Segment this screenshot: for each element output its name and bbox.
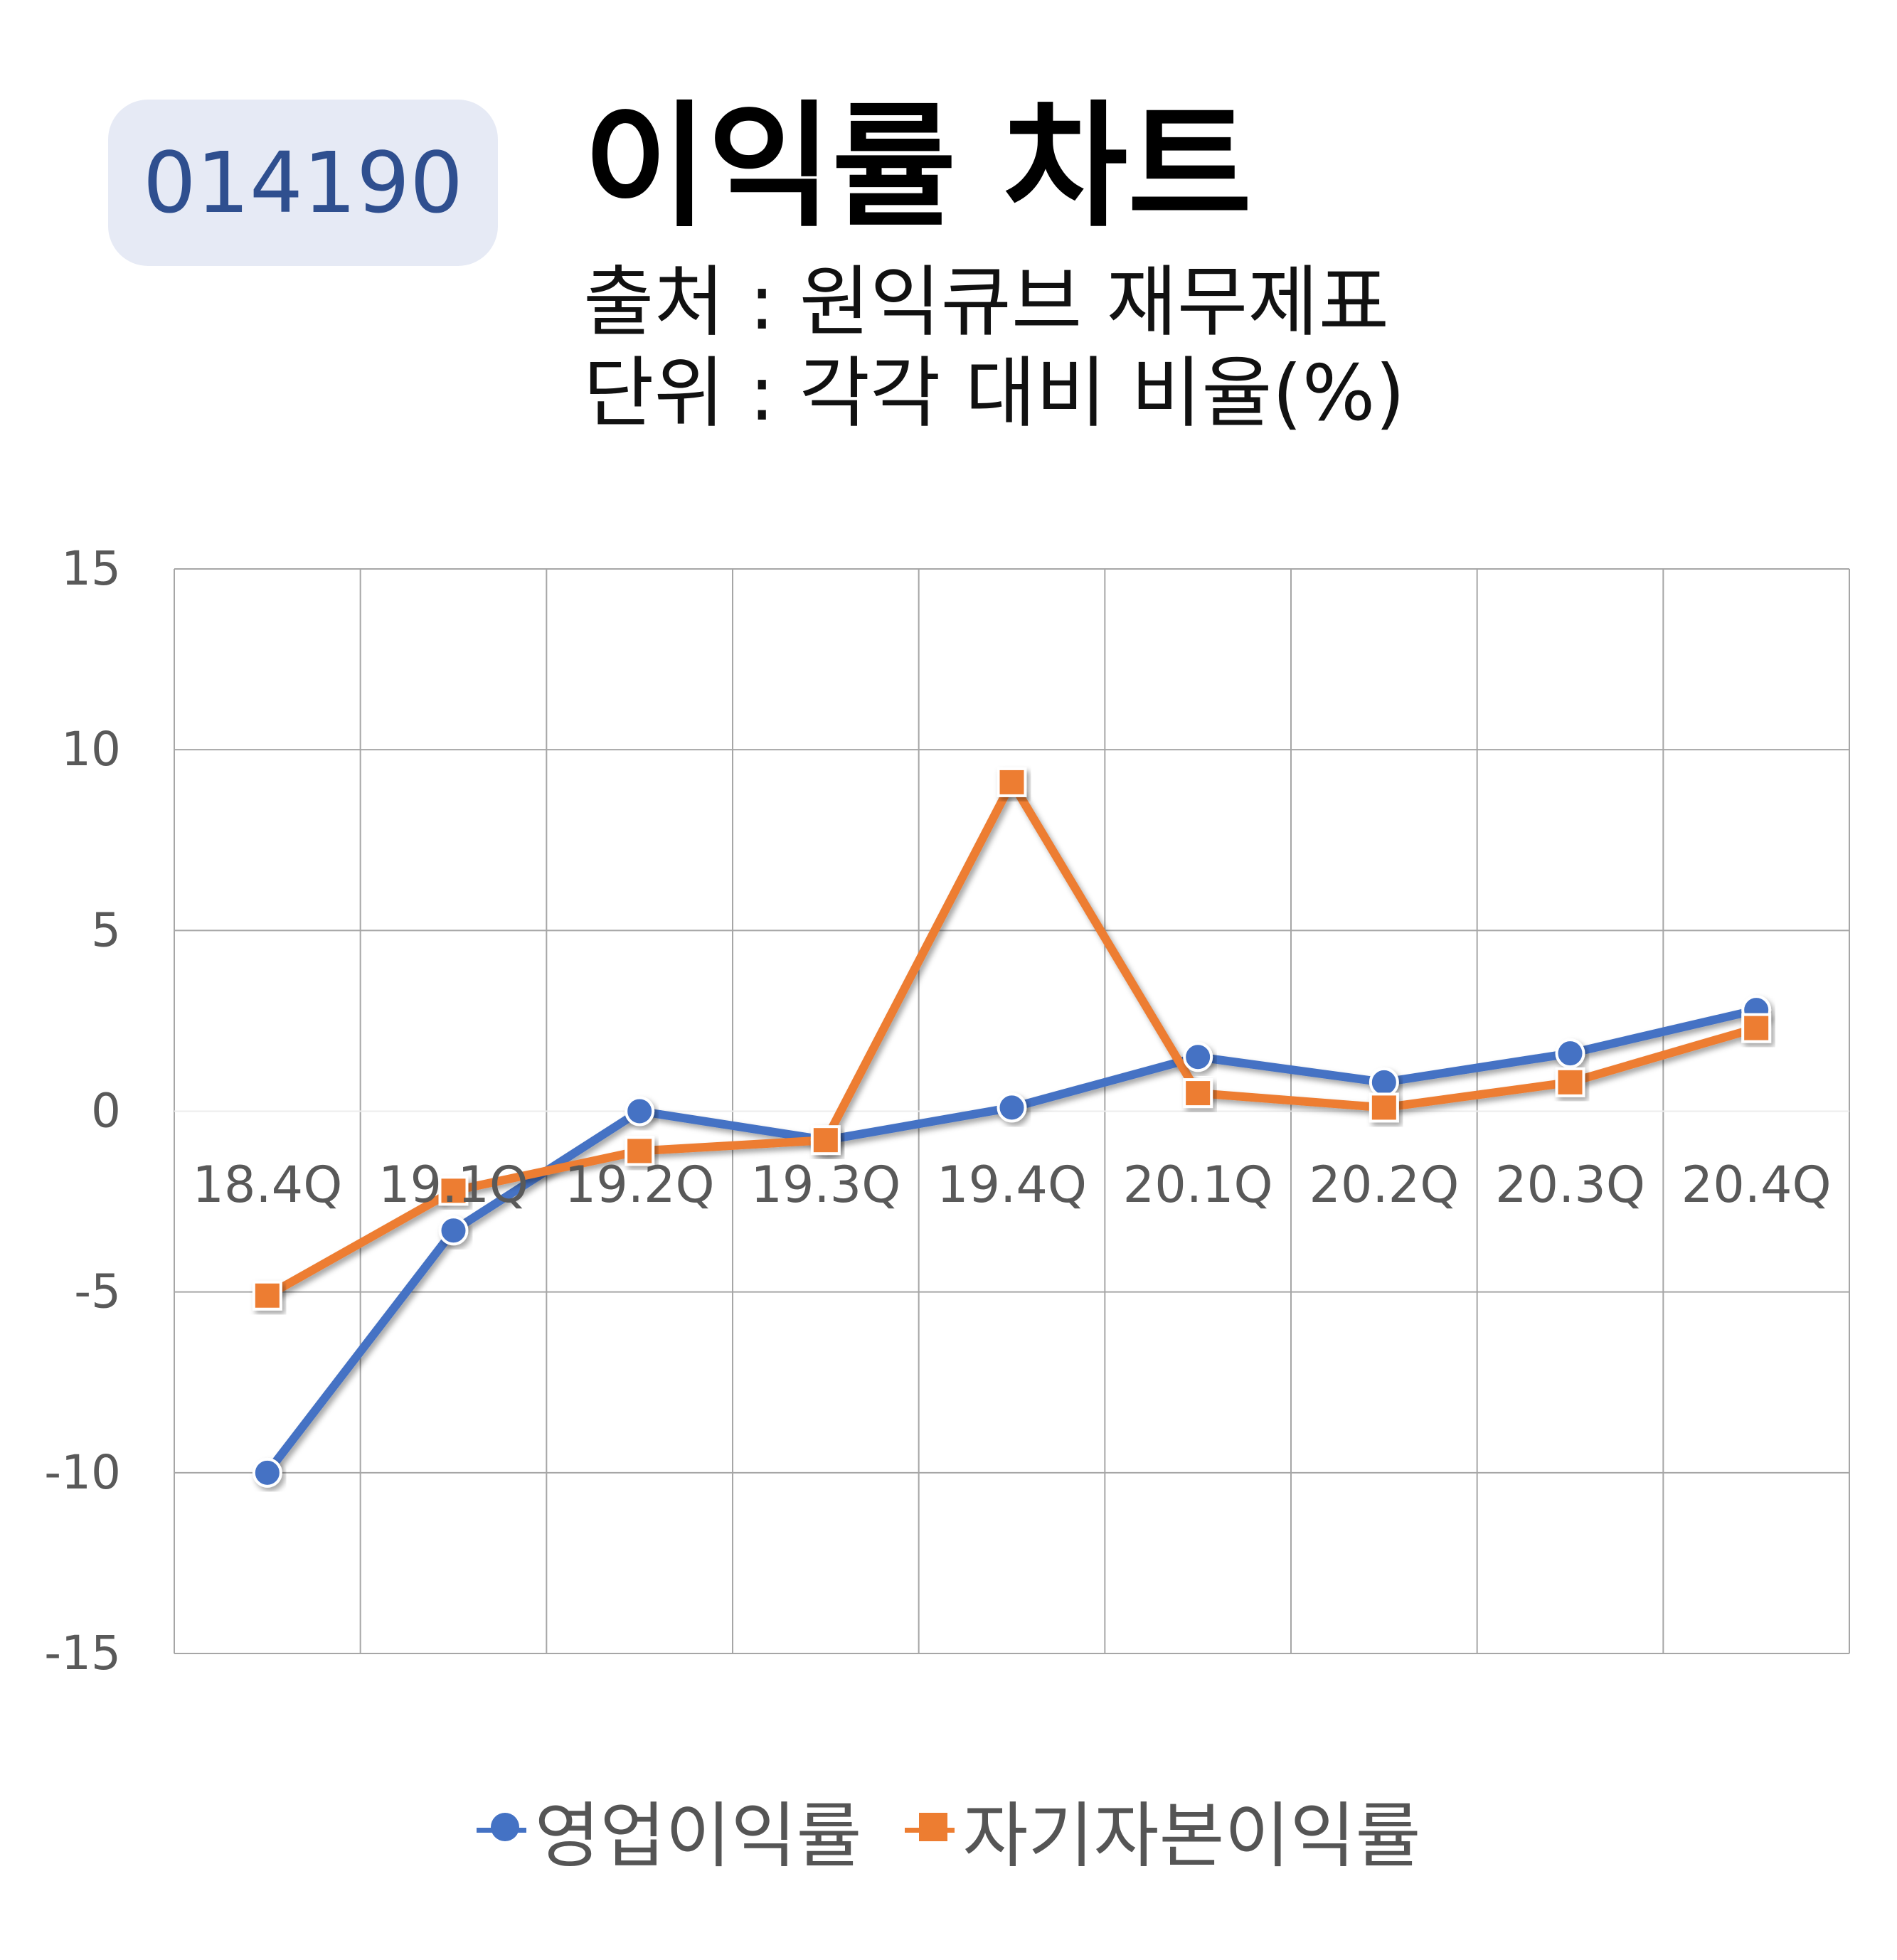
x-tick-label: 20.2Q: [1309, 1156, 1459, 1214]
y-tick-label: 10: [61, 722, 121, 777]
y-tick-label: 5: [91, 902, 121, 957]
series-point-1: [810, 1125, 841, 1156]
legend-swatch-square: [904, 1812, 955, 1841]
series-point-1: [625, 1136, 655, 1166]
chart-series: [252, 767, 1772, 1488]
legend-swatch-circle: [476, 1812, 526, 1841]
x-tick-label: 19.4Q: [937, 1156, 1087, 1214]
x-tick-label: 20.4Q: [1681, 1156, 1832, 1214]
series-point-1: [1369, 1092, 1399, 1123]
chart-legend: 영업이익률 자기자본이익률: [0, 1778, 1897, 1881]
x-tick-label: 19.1Q: [378, 1156, 528, 1214]
legend-item-roe: 자기자본이익률: [904, 1778, 1421, 1881]
x-tick-label: 20.3Q: [1495, 1156, 1645, 1214]
legend-item-operating-margin: 영업이익률: [476, 1778, 862, 1881]
source-note: 출처 : 원익큐브 재무제표: [583, 258, 1389, 347]
legend-label: 자기자본이익률: [962, 1794, 1421, 1878]
x-tick-label: 19.2Q: [565, 1156, 715, 1214]
chart-grid: [174, 568, 1850, 1654]
x-tick-label: 18.4Q: [192, 1156, 342, 1214]
y-axis-ticks: 15 10 5 0 -5 -10 -15: [44, 541, 121, 1681]
series-point-0: [1369, 1067, 1399, 1097]
series-point-0: [1183, 1042, 1213, 1072]
legend-label: 영업이익률: [534, 1794, 862, 1878]
series-line-0: [264, 1006, 1758, 1476]
series-line-1: [265, 777, 1758, 1299]
series-point-1: [1555, 1067, 1585, 1097]
y-tick-label: -5: [74, 1264, 121, 1319]
series-point-1: [1183, 1078, 1213, 1109]
series-point-0: [997, 1092, 1027, 1123]
series-point-1: [1741, 1013, 1772, 1043]
y-tick-label: 0: [91, 1084, 121, 1139]
series-point-1: [252, 1280, 282, 1311]
x-axis-ticks: 18.4Q 19.1Q 19.2Q 19.3Q 19.4Q 20.1Q 20.2Q 20.3Q…: [192, 1156, 1831, 1214]
x-tick-label: 19.3Q: [750, 1156, 900, 1214]
series-point-0: [1555, 1038, 1585, 1069]
unit-note: 단위 : 각각 대비 비율(%): [583, 349, 1406, 438]
series-point-1: [438, 1176, 469, 1206]
series-point-0: [252, 1457, 282, 1488]
x-tick-label: 20.1Q: [1123, 1156, 1273, 1214]
series-point-0: [625, 1096, 655, 1127]
chart-title: 이익률 차트: [583, 88, 1253, 245]
y-tick-label: -10: [44, 1445, 121, 1500]
y-tick-label: 15: [61, 541, 121, 596]
y-tick-label: -15: [44, 1626, 121, 1681]
series-point-1: [997, 767, 1027, 797]
series-point-0: [438, 1215, 469, 1246]
stock-code-badge: 014190: [108, 100, 498, 266]
